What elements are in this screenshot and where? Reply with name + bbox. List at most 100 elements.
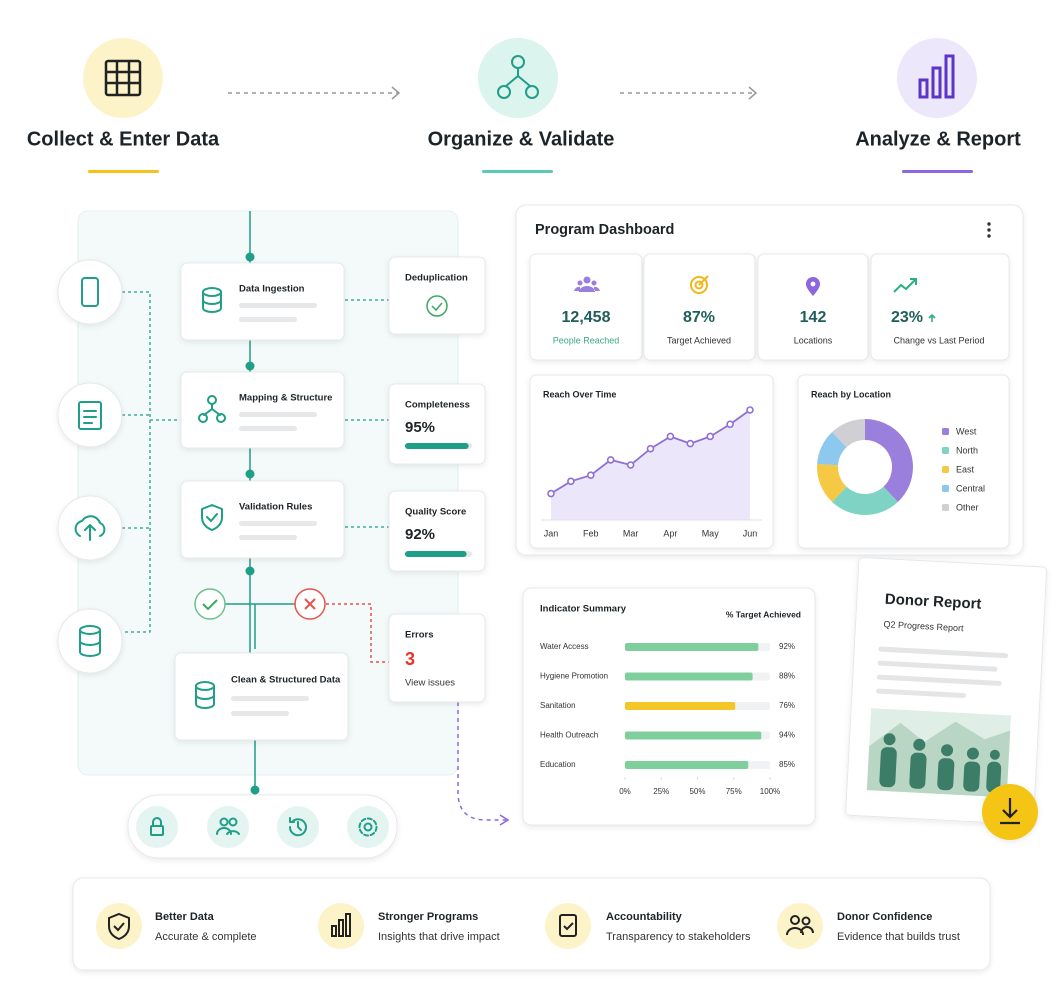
donut-segment [817,463,847,502]
pipeline: Data Ingestion Mapping & Structure Valid… [57,210,510,859]
donut-segment [832,419,865,448]
category-label: Sanitation [540,701,576,710]
category-label: Education [540,760,576,769]
donor-report: Donor Report Q2 Progress Report [845,557,1048,826]
benefit-title: Better Data [155,911,215,923]
point [606,456,615,464]
bar [625,731,762,740]
check-value: 92% [405,526,435,543]
benefit-text: Evidence that builds trust [837,931,960,943]
point [706,432,715,441]
check-title: Quality Score [405,507,466,518]
kpi-value: 87% [683,309,715,326]
dashboard-title: Program Dashboard [535,222,674,238]
kpi-label: People Reached [553,335,620,345]
progress-bar [405,551,467,557]
kpi-label: Change vs Last Period [893,335,984,345]
error-count: 3 [405,649,415,669]
value-label: 76% [779,701,795,710]
stage-title: Clean & Structured Data [231,675,341,686]
bar [625,702,736,710]
check-title: Completeness [405,400,470,411]
donut-segment [817,432,847,466]
x-tick-label: Mar [623,528,639,538]
point [547,489,555,498]
legend-swatch [942,428,949,435]
x-tick-label: May [702,528,720,538]
x-tick-label: 50% [689,787,705,796]
point [666,432,675,441]
bar [625,761,749,769]
point [626,461,635,469]
chart-title: Reach by Location [811,389,891,399]
stage-title: Data Ingestion [239,284,305,295]
step-title: Analyze & Report [855,128,1021,150]
chart-title: Reach Over Time [543,389,616,399]
point [586,471,595,479]
legend-label: North [956,445,978,455]
point [746,406,754,414]
legend-swatch [942,447,949,454]
point [567,477,575,486]
download-button[interactable] [982,784,1038,840]
check-title: Deduplication [405,273,468,284]
benefit-text: Accurate & complete [155,931,257,943]
report-subtitle: Q2 Progress Report [883,619,964,633]
donut-segment [832,486,898,516]
value-label: 88% [779,672,795,681]
legend-label: East [956,464,975,474]
step-title: Collect & Enter Data [27,128,220,150]
x-tick-label: Apr [663,528,677,538]
category-label: Hygiene Promotion [540,672,608,681]
x-tick-label: Jan [544,528,559,538]
check-title: Errors [405,630,434,641]
legend-swatch [942,466,949,473]
legend-label: Central [956,483,985,493]
step-title: Organize & Validate [428,128,615,150]
x-tick-label: 0% [619,787,631,796]
value-label: 94% [779,731,795,740]
donut-segment [865,419,914,502]
step-icon [478,38,558,118]
x-tick-label: 75% [726,787,742,796]
x-tick-label: Feb [583,528,599,538]
kpi-value: 12,458 [562,309,611,326]
value-label: 92% [779,642,795,651]
chart-subtitle: % Target Achieved [726,609,801,619]
value-label: 85% [779,760,795,769]
steps: Collect & Enter Data Organize & Validate… [27,38,1021,173]
chart-title: Indicator Summary [540,604,627,615]
check-value: 95% [405,419,435,436]
category-label: Water Access [540,642,589,651]
benefit-title: Accountability [606,911,683,923]
error-link[interactable]: View issues [405,678,455,689]
stage-title: Validation Rules [239,502,312,513]
area [551,410,750,520]
point [646,444,655,453]
stage-title: Mapping & Structure [239,393,332,404]
report-title: Donor Report [884,591,981,613]
legend-swatch [942,504,949,511]
x-tick-label: 25% [653,787,669,796]
legend-label: Other [956,502,979,512]
point [686,439,695,448]
kpi-label: Locations [794,335,833,345]
x-tick-label: Jun [743,528,758,538]
progress-bar [405,443,469,449]
benefits: Better Data Accurate & complete Stronger… [72,877,991,971]
benefit-text: Transparency to stakeholders [606,931,751,943]
kpi-value: 142 [800,309,827,326]
benefit-title: Donor Confidence [837,911,932,923]
step-icon [897,38,977,118]
bar [625,643,759,651]
category-label: Health Outreach [540,731,598,740]
legend-label: West [956,426,977,436]
point [726,420,734,429]
legend-swatch [942,485,949,492]
benefit-title: Stronger Programs [378,911,478,923]
kpi-value: 23% [891,309,923,326]
step-icon [83,38,163,118]
kpi-label: Target Achieved [667,335,731,345]
bar [625,672,753,681]
